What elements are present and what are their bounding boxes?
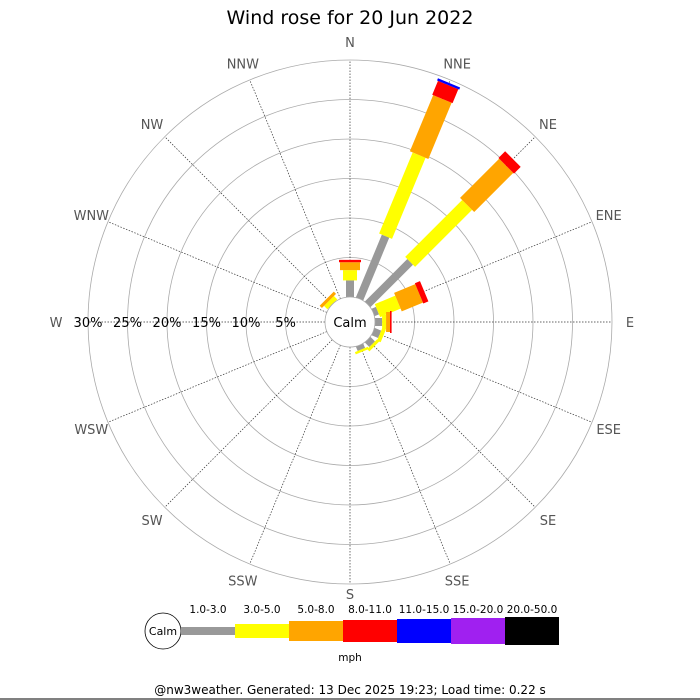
bar-SSE-3.0-5.0 xyxy=(354,346,369,355)
legend-swatch-8.0-11.0 xyxy=(343,620,397,642)
spoke-ESE xyxy=(372,331,593,423)
chart-title: Wind rose for 20 Jun 2022 xyxy=(227,7,474,29)
legend-label-3.0-5.0: 3.0-5.0 xyxy=(243,604,280,616)
legend-swatch-20.0-50.0 xyxy=(505,617,559,645)
legend-swatch-11.0-15.0 xyxy=(397,619,451,643)
radial-tick-15: 15% xyxy=(192,316,221,331)
legend-label-5.0-8.0: 5.0-8.0 xyxy=(297,604,334,616)
legend-label-1.0-3.0: 1.0-3.0 xyxy=(189,604,226,616)
grid-circle-20 xyxy=(166,138,534,506)
radial-tick-20: 20% xyxy=(153,316,182,331)
bar-NNE-1.0-3.0 xyxy=(355,234,390,301)
direction-label-ENE: ENE xyxy=(596,209,622,224)
bar-NE-8.0-11.0 xyxy=(498,151,521,174)
direction-label-NE: NE xyxy=(539,118,557,133)
bar-SE-3.0-5.0 xyxy=(367,339,380,352)
legend-label-15.0-20.0: 15.0-20.0 xyxy=(453,604,504,616)
spoke-WNW xyxy=(107,221,328,313)
direction-label-W: W xyxy=(50,316,63,331)
bar-E-1.0-3.0 xyxy=(375,318,383,326)
bar-SSE-1.0-3.0 xyxy=(355,343,366,352)
bar-NNE-5.0-8.0 xyxy=(409,95,452,159)
spoke-SE xyxy=(367,339,536,508)
direction-label-E: E xyxy=(626,316,634,331)
labels: N NNE NE ENE E ESE SE SSE S SSW SW WSW W WNW NW NNW Calm… xyxy=(50,36,635,603)
grid-circle-25 xyxy=(127,99,573,545)
radial-tick-30: 30% xyxy=(74,316,103,331)
bar-ESE-1.0-3.0 xyxy=(371,327,382,338)
bar-ESE-3.0-5.0 xyxy=(376,327,386,343)
bar-E-5.0-8.0 xyxy=(386,312,391,332)
bar-N-3.0-5.0 xyxy=(343,270,357,281)
direction-label-WNW: WNW xyxy=(74,209,110,224)
footer-text: @nw3weather. Generated: 13 Dec 2025 19:2… xyxy=(154,683,546,697)
bar-ENE-8.0-11.0 xyxy=(414,281,429,304)
bars xyxy=(319,78,521,355)
bar-NE-1.0-3.0 xyxy=(364,259,413,308)
bar-NE-3.0-5.0 xyxy=(405,199,473,267)
bar-SE-1.0-3.0 xyxy=(364,336,375,347)
legend-swatch-1.0-3.0 xyxy=(181,627,235,635)
bar-NE-5.0-8.0 xyxy=(460,158,514,212)
bar-NW-5.0-8.0 xyxy=(319,291,337,309)
direction-label-NNW: NNW xyxy=(227,57,259,72)
direction-label-N: N xyxy=(345,36,355,51)
direction-label-S: S xyxy=(346,588,354,603)
bar-N-1.0-3.0 xyxy=(346,280,354,297)
direction-label-SSE: SSE xyxy=(445,575,470,590)
bar-NNE-11.0-15.0 xyxy=(437,78,461,90)
spoke-SSE xyxy=(359,344,451,565)
direction-label-SE: SE xyxy=(540,514,556,529)
spoke-NNW xyxy=(249,79,341,300)
direction-label-NW: NW xyxy=(141,118,164,133)
legend-swatch-3.0-5.0 xyxy=(235,624,289,638)
direction-label-SW: SW xyxy=(141,514,162,529)
legend-label-11.0-15.0: 11.0-15.0 xyxy=(399,604,450,616)
legend-label-20.0-50.0: 20.0-50.0 xyxy=(507,604,558,616)
direction-label-NNE: NNE xyxy=(443,57,471,72)
direction-label-SSW: SSW xyxy=(228,575,258,590)
bar-E-8.0-11.0 xyxy=(390,311,392,333)
direction-label-ESE: ESE xyxy=(596,423,621,438)
bar-NNE-8.0-11.0 xyxy=(432,80,459,104)
bar-NW-3.0-5.0 xyxy=(324,296,338,310)
bar-ENE-1.0-3.0 xyxy=(371,306,380,317)
bar-NNE-3.0-5.0 xyxy=(379,152,426,239)
spoke-NW xyxy=(164,136,333,305)
direction-label-WSW: WSW xyxy=(74,423,108,438)
legend-swatch-5.0-8.0 xyxy=(289,621,343,641)
legend: Calm 1.0-3.0 3.0-5.0 5.0-8.0 8.0-11.0 11.0-15… xyxy=(144,604,559,664)
bar-ENE-3.0-5.0 xyxy=(374,295,401,318)
calm-label: Calm xyxy=(333,316,366,331)
spoke-SW xyxy=(164,339,333,508)
legend-swatch-15.0-20.0 xyxy=(451,618,505,644)
grid xyxy=(87,59,613,585)
spoke-SSW xyxy=(249,344,341,565)
bar-N-5.0-8.0 xyxy=(340,262,360,271)
legend-unit: mph xyxy=(338,652,362,664)
radial-tick-25: 25% xyxy=(113,316,142,331)
legend-calm-label: Calm xyxy=(149,625,177,638)
calm-circle xyxy=(324,296,376,348)
spoke-WSW xyxy=(107,331,328,423)
grid-circle-30 xyxy=(87,59,613,585)
radial-tick-10: 10% xyxy=(232,316,261,331)
bar-ENE-5.0-8.0 xyxy=(394,284,423,312)
radial-tick-5: 5% xyxy=(275,316,296,331)
legend-label-8.0-11.0: 8.0-11.0 xyxy=(348,604,392,616)
bar-E-3.0-5.0 xyxy=(382,315,387,329)
bar-N-8.0-11.0 xyxy=(339,259,361,263)
